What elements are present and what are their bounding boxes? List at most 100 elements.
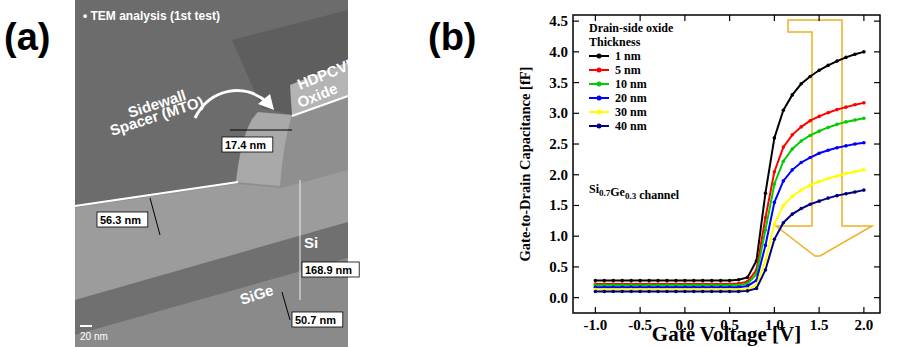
y-tick	[573, 51, 579, 52]
x-tick	[684, 307, 685, 313]
legend-label: 10 nm	[615, 77, 647, 91]
series-point	[844, 120, 848, 124]
series-point	[728, 279, 732, 283]
series-point	[674, 290, 678, 294]
series-point	[826, 177, 830, 181]
series-point	[764, 268, 768, 272]
series-point	[764, 259, 768, 263]
series-point	[656, 279, 660, 283]
legend-title: Drain-side oxide	[589, 21, 674, 35]
series-point	[746, 284, 750, 288]
series-point	[710, 290, 714, 294]
series-point	[790, 212, 794, 216]
series-point	[719, 279, 723, 283]
y-tick-label: 2.5	[549, 136, 568, 152]
y-tick	[874, 113, 880, 114]
x-tick	[595, 307, 596, 313]
series-point	[629, 279, 633, 283]
y-tick	[573, 82, 579, 83]
y-tick-label: 0.0	[549, 290, 568, 306]
series-point	[808, 202, 812, 206]
series-point	[862, 116, 866, 120]
plot-marks	[594, 50, 866, 293]
series-line	[595, 143, 864, 287]
series-point	[853, 53, 857, 57]
series-point	[862, 168, 866, 172]
series-point	[790, 168, 794, 172]
series-point	[826, 148, 830, 152]
y-tick	[874, 236, 880, 237]
series-point	[826, 111, 830, 115]
series-point	[826, 64, 830, 68]
series-point	[817, 115, 821, 119]
x-tick	[774, 307, 775, 313]
series-point	[611, 279, 615, 283]
caption: • TEM analysis (1st test)	[83, 9, 220, 23]
series-point	[853, 170, 857, 174]
dim-line	[230, 130, 292, 131]
tem-edge	[75, 182, 238, 206]
series-point	[773, 201, 777, 205]
series-line	[595, 118, 864, 285]
series-point	[808, 75, 812, 79]
tem-label: Spacer (MTO)	[108, 93, 206, 139]
tem-background	[75, 0, 348, 347]
x-tick-label: -0.5	[628, 317, 652, 333]
series-point	[656, 290, 660, 294]
series-point	[853, 190, 857, 194]
series-point	[835, 146, 839, 150]
series-point	[701, 290, 705, 294]
annotation-part: 0.3	[625, 191, 637, 201]
x-tick	[863, 15, 864, 21]
series-point	[853, 103, 857, 107]
series-point	[692, 290, 696, 294]
x-tick-label: 2.0	[855, 317, 874, 333]
series-point	[790, 147, 794, 151]
y-tick-label: 4.0	[549, 44, 568, 60]
series-point	[799, 82, 803, 86]
y-tick	[874, 174, 880, 175]
y-tick	[573, 113, 579, 114]
series-point	[773, 170, 777, 174]
tem-label: SiGe	[238, 281, 276, 308]
dimension-label: 168.9 nm	[305, 264, 352, 276]
y-tick	[874, 82, 880, 83]
series-point	[782, 159, 786, 163]
dim-line	[282, 292, 290, 320]
series-point	[728, 290, 732, 294]
series-point	[719, 290, 723, 294]
y-tick	[874, 205, 880, 206]
x-tick	[863, 307, 864, 313]
y-tick-label: 1.5	[549, 197, 568, 213]
series-point	[773, 222, 777, 226]
series-point	[647, 279, 651, 283]
series-point	[665, 290, 669, 294]
series-point	[799, 125, 803, 129]
series-point	[737, 290, 741, 294]
series-point	[782, 179, 786, 183]
legend-label: 30 nm	[615, 105, 647, 119]
y-tick	[874, 51, 880, 52]
dim-line	[150, 198, 160, 235]
tem-arrowhead	[258, 94, 274, 110]
legend-label: 5 nm	[615, 63, 641, 77]
series-point	[844, 172, 848, 176]
y-tick-label: 1.0	[549, 228, 568, 244]
legend-label: 20 nm	[615, 91, 647, 105]
y-tick	[874, 21, 880, 22]
series-point	[808, 134, 812, 138]
y-axis-label: Gate-to-Drain Capacitance [fF]	[517, 67, 533, 262]
y-tick-label: 4.5	[549, 13, 568, 29]
series-point	[862, 141, 866, 145]
dimension-box	[97, 212, 148, 227]
series-point	[746, 289, 750, 293]
legend-marker	[597, 82, 602, 87]
series-point	[773, 237, 777, 241]
series-point	[862, 188, 866, 192]
x-tick	[819, 307, 820, 313]
x-tick-label: -1.0	[584, 317, 608, 333]
scale-bar	[80, 325, 92, 327]
series-point	[853, 142, 857, 146]
scale-bar-label: 20 nm	[80, 331, 108, 342]
y-tick	[573, 205, 579, 206]
